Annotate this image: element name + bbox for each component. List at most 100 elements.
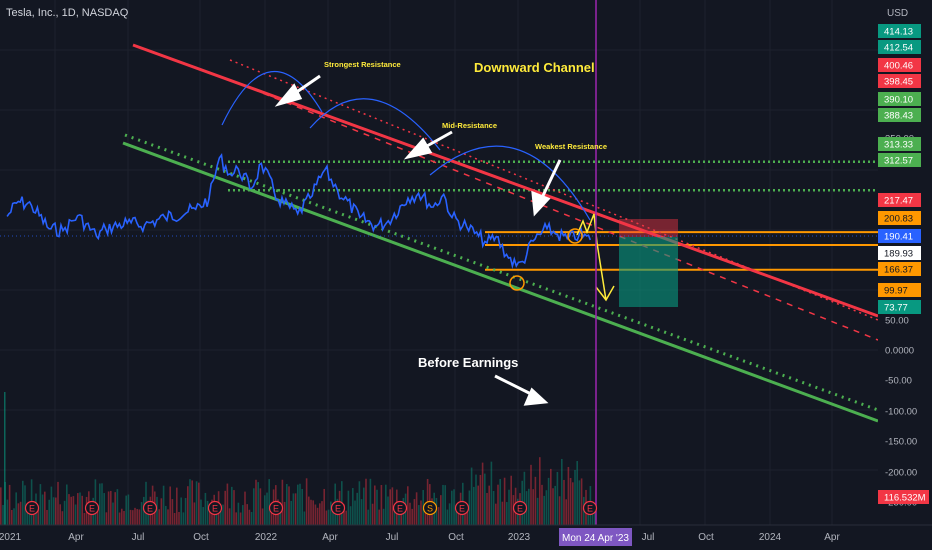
time-tick-label: Apr — [824, 532, 840, 543]
volume-bar — [398, 505, 400, 525]
volume-bar — [228, 508, 231, 525]
earnings-marker — [268, 500, 284, 516]
volume-bar — [435, 497, 438, 525]
volume-bar — [389, 489, 391, 525]
volume-bar — [369, 478, 372, 525]
volume-bar — [52, 497, 55, 525]
volume-bar — [591, 506, 594, 525]
volume-bar — [136, 509, 138, 525]
annotation-before-earnings: Before Earnings — [418, 355, 518, 370]
volume-bar — [325, 510, 328, 525]
channel-mid-dashed-line[interactable] — [229, 79, 879, 341]
volume-bar — [231, 486, 233, 525]
volume-bar — [41, 494, 44, 525]
price-badge — [878, 92, 921, 106]
volume-bars — [0, 392, 596, 525]
take-profit-zone[interactable] — [619, 237, 678, 307]
volume-bar — [209, 509, 211, 525]
earnings-marker — [454, 500, 470, 516]
volume-bar — [530, 464, 532, 525]
volume-bar — [539, 457, 541, 525]
volume-bar — [244, 491, 246, 525]
volume-bar — [310, 499, 312, 525]
cursor-date-badge[interactable] — [559, 528, 632, 546]
volume-bar — [365, 478, 367, 525]
time-axis-ticks: 2021 Apr Jul Oct 2022 Apr Jul Oct 2023 Jul Oct 2024… — [0, 532, 840, 543]
volume-bar — [193, 502, 196, 525]
channel-bottom-line[interactable] — [122, 141, 879, 423]
volume-bar — [110, 490, 112, 525]
volume-bar — [558, 496, 561, 525]
volume-bar — [24, 485, 26, 525]
volume-bar — [8, 484, 11, 525]
volume-bar — [479, 474, 482, 525]
volume-bar — [506, 502, 508, 525]
time-tick-label: Apr — [68, 532, 84, 543]
volume-bar — [63, 500, 66, 525]
volume-bar — [442, 484, 444, 525]
volume-bar — [200, 499, 202, 525]
price-badge-label: 412.54 — [884, 43, 913, 54]
stop-loss-zone[interactable] — [619, 219, 678, 237]
symbol-label[interactable]: Tesla, Inc., 1D, NASDAQ — [6, 7, 129, 19]
volume-bar — [367, 509, 369, 525]
volume-bar — [134, 507, 136, 525]
volume-bar — [270, 504, 273, 525]
volume-bar — [567, 466, 570, 525]
price-badge — [878, 24, 921, 38]
grid — [0, 0, 878, 525]
volume-bar — [4, 481, 6, 525]
earnings-marker-label: E — [212, 504, 218, 514]
volume-bar — [83, 512, 86, 525]
volume-bar — [565, 499, 567, 525]
volume-bar — [26, 503, 28, 525]
earnings-marker — [84, 500, 100, 516]
volume-bar — [264, 495, 266, 525]
price-line[interactable] — [6, 152, 592, 270]
earnings-marker — [207, 500, 223, 516]
volume-bar — [470, 467, 473, 525]
volume-bar — [550, 468, 552, 525]
time-tick-label: 2021 — [0, 532, 22, 543]
volume-bar — [220, 504, 222, 525]
volume-bar — [569, 477, 572, 525]
volume-bar — [195, 481, 198, 525]
volume-bar — [0, 487, 2, 525]
volume-bar — [332, 510, 334, 525]
volume-bar — [523, 471, 526, 525]
channel-top-dotted-line[interactable] — [229, 59, 879, 321]
volume-bar — [580, 478, 583, 525]
volume-bar — [457, 512, 460, 525]
time-tick-label: Jul — [386, 532, 399, 543]
volume-bar — [286, 483, 288, 525]
channel-bottom-dotted-line[interactable] — [124, 133, 879, 412]
volume-bar — [299, 483, 301, 525]
volume-bar — [541, 484, 543, 525]
volume-bar — [72, 496, 75, 525]
pivot-circle-low — [509, 275, 525, 291]
volume-bar — [162, 485, 165, 525]
volume-bar — [129, 509, 132, 525]
earnings-marker — [330, 500, 346, 516]
volume-bar — [543, 495, 545, 525]
volume-bar — [453, 489, 455, 525]
volume-bar — [74, 504, 77, 525]
volume-bar — [156, 496, 158, 525]
forecast-arrow-head — [595, 285, 615, 302]
time-tick-label: Oct — [698, 532, 714, 543]
annotation-downward-channel: Downward Channel — [474, 60, 595, 75]
volume-bar — [481, 462, 484, 525]
volume-bar — [547, 477, 550, 525]
volume-bar — [112, 502, 114, 525]
volume-bar — [19, 501, 22, 525]
volume-bar — [105, 512, 108, 525]
volume-bar — [305, 478, 308, 525]
volume-bar — [250, 511, 253, 525]
price-badge-label: 312.57 — [884, 156, 913, 167]
volume-bar — [182, 512, 185, 525]
volume-bar — [594, 504, 596, 525]
price-badge — [878, 58, 921, 72]
volume-bar — [413, 499, 416, 525]
volume-bar — [288, 486, 290, 525]
